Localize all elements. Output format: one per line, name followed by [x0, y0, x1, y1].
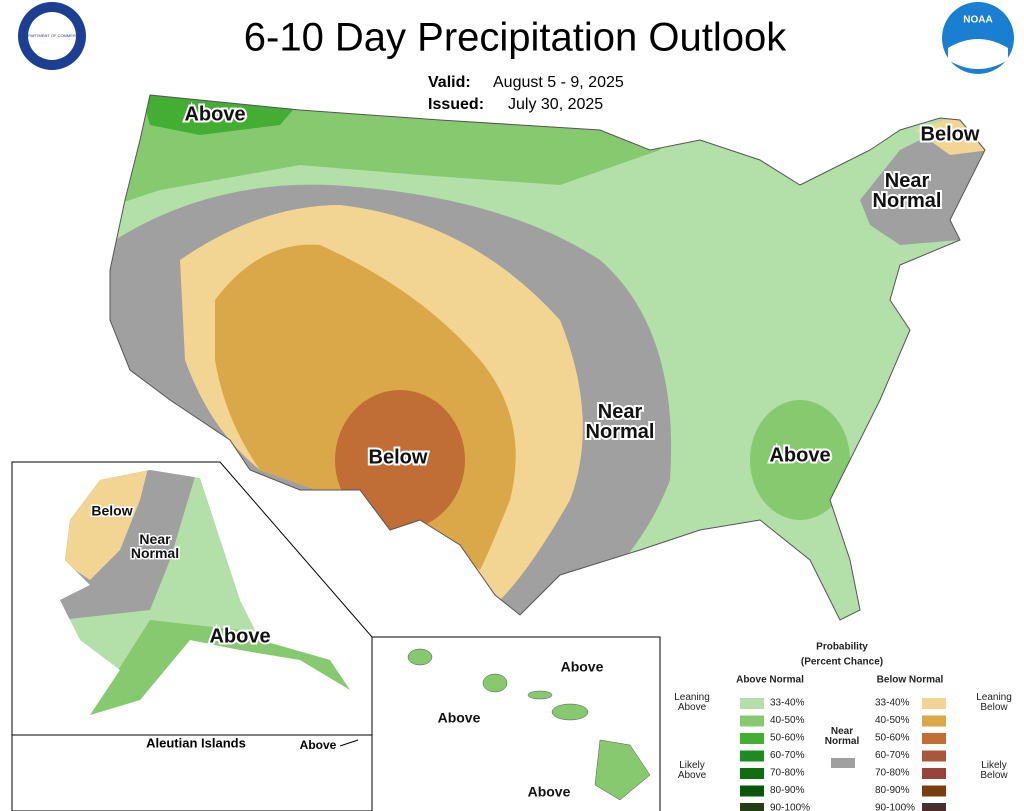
legend-swatch — [740, 785, 764, 797]
legend-swatch — [922, 733, 946, 744]
noaa-logo-text: NOAA — [963, 15, 992, 26]
legend-swatch — [922, 785, 946, 797]
issued-label: Issued: — [428, 96, 484, 113]
legend-range: 60-70% — [770, 750, 805, 761]
legend-swatch — [740, 803, 764, 811]
legend-range: 33-40% — [770, 698, 805, 709]
legend-header: Below Normal — [877, 675, 944, 686]
region-label: Near Normal — [131, 531, 179, 561]
legend-range: 60-70% — [875, 750, 910, 761]
commerce-logo-text: DEPARTMENT OF COMMERCE — [23, 33, 82, 38]
valid-date: August 5 - 9, 2025 — [493, 74, 624, 91]
legend-swatch — [740, 750, 764, 762]
aleutians-title: Aleutian Islands — [146, 735, 246, 750]
legend-range: 90-100% — [875, 803, 915, 811]
region-label: Near Normal — [586, 401, 655, 443]
legend: Probability (Percent Chance) Above Norma… — [674, 642, 1012, 811]
aleutians-label: Above — [300, 738, 337, 752]
legend-swatch — [922, 715, 946, 727]
legend-swatch — [831, 758, 855, 768]
legend-swatch — [740, 733, 764, 744]
legend-header: Above Normal — [736, 675, 804, 686]
legend-swatch — [740, 698, 764, 709]
legend-swatch — [740, 768, 764, 779]
legend-near: Near Normal — [825, 726, 860, 747]
legend-range: 70-80% — [875, 768, 910, 779]
legend-range: 50-60% — [875, 733, 910, 744]
region-label: Below — [369, 446, 428, 468]
legend-swatch — [922, 750, 946, 762]
legend-swatch — [922, 803, 946, 811]
legend-range: 80-90% — [875, 785, 910, 796]
legend-title: Probability — [816, 642, 868, 653]
legend-range: 70-80% — [770, 768, 805, 779]
legend-range: 80-90% — [770, 785, 805, 796]
legend-swatch — [740, 715, 764, 727]
legend-range: 33-40% — [875, 698, 910, 709]
title: 6-10 Day Precipitation Outlook — [244, 16, 788, 60]
region-label: Above — [184, 103, 245, 125]
legend-range: 40-50% — [875, 715, 910, 726]
legend-subtitle: (Percent Chance) — [801, 657, 883, 668]
legend-group: Likely Above — [678, 760, 707, 781]
legend-swatch — [922, 698, 946, 709]
region-label: Above — [209, 625, 270, 647]
region-label: Above — [561, 659, 604, 675]
hawaii-islands — [407, 648, 651, 801]
legend-swatch — [922, 768, 946, 779]
legend-group: Likely Below — [980, 760, 1008, 781]
legend-group: Leaning Below — [976, 692, 1012, 713]
legend-range: 90-100% — [770, 803, 810, 811]
legend-range: 40-50% — [770, 715, 805, 726]
region-label: Below — [91, 503, 132, 519]
issued-date: July 30, 2025 — [508, 96, 603, 113]
legend-range: 50-60% — [770, 733, 805, 744]
region-label: Above — [528, 784, 571, 800]
region-label: Above — [438, 710, 481, 726]
region-label: Near Normal — [873, 170, 942, 212]
valid-label: Valid: — [428, 74, 471, 91]
region-label: Above — [769, 444, 830, 466]
legend-group: Leaning Above — [674, 692, 710, 713]
region-label: Below — [921, 123, 980, 145]
